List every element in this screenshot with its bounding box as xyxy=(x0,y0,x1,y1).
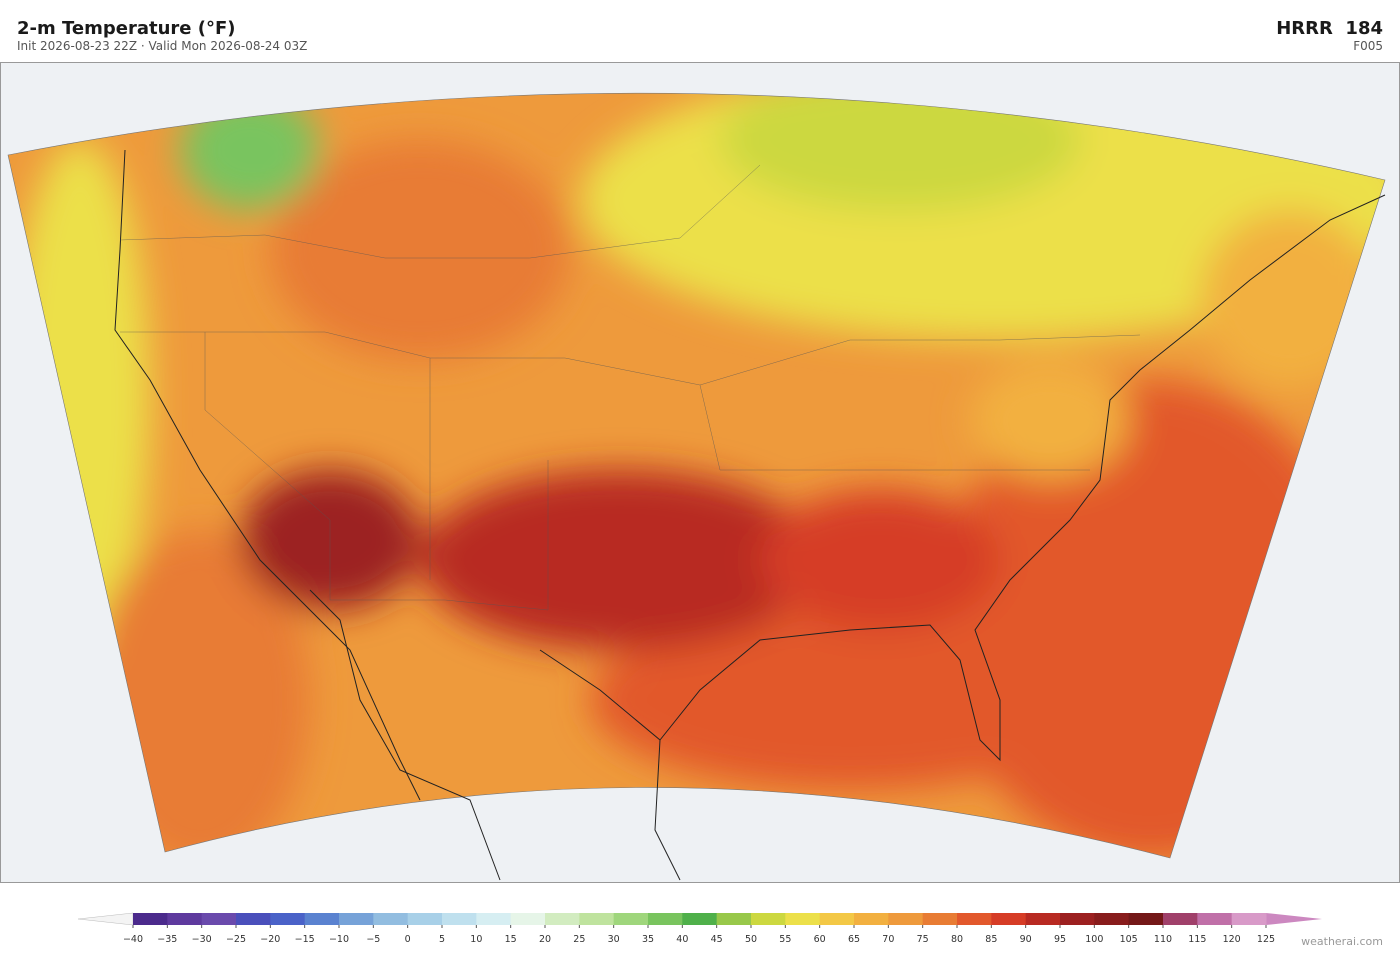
tick-label: −25 xyxy=(226,934,246,945)
colorbar-segment xyxy=(751,913,786,925)
tick-label: −40 xyxy=(123,934,143,945)
tick-label: −20 xyxy=(260,934,280,945)
colorbar-segment xyxy=(133,913,168,925)
tick-label: 25 xyxy=(573,934,585,945)
colorbar-segment xyxy=(648,913,683,925)
colorbar-segment xyxy=(819,913,855,925)
colorbar-segment xyxy=(1128,913,1164,925)
colorbar-segment xyxy=(1060,913,1095,925)
tick-label: 85 xyxy=(985,934,997,945)
colorbar-segment xyxy=(888,913,924,925)
tick-label: 35 xyxy=(642,934,654,945)
colorbar-under xyxy=(77,912,134,926)
colorbar-segment xyxy=(510,913,546,925)
colorbar-segment xyxy=(407,913,443,925)
colorbar-segment xyxy=(476,913,512,925)
colorbar-segment xyxy=(991,913,1027,925)
colorbar-segment xyxy=(1231,913,1267,925)
tick-label: 110 xyxy=(1154,934,1172,945)
colorbar-segment xyxy=(1025,913,1061,925)
colorbar-segment xyxy=(545,913,580,925)
forecast-hour: F005 xyxy=(1353,39,1383,53)
subtitle: Init 2026-08-23 22Z · Valid Mon 2026-08-… xyxy=(17,39,307,53)
colorbar-segment xyxy=(339,913,374,925)
tick-label: 65 xyxy=(848,934,860,945)
colorbar-segment xyxy=(785,913,821,925)
tick-label: −35 xyxy=(157,934,177,945)
colorbar-segment xyxy=(716,913,752,925)
colorbar-segment xyxy=(854,913,889,925)
colorbar-segment xyxy=(304,913,340,925)
colorbar-segment xyxy=(957,913,992,925)
tick-label: 55 xyxy=(779,934,791,945)
colorbar-segment xyxy=(167,913,203,925)
credit: weatherai.com xyxy=(1301,935,1383,948)
colorbar-segment xyxy=(270,913,306,925)
tick-label: −30 xyxy=(192,934,212,945)
tick-label: 75 xyxy=(917,934,929,945)
tick-label: 125 xyxy=(1257,934,1275,945)
colorbar-segment xyxy=(613,913,649,925)
title: 2-m Temperature (°F) xyxy=(17,18,236,39)
colorbar: −40 −35 −30 −25 −20 −15 −10 −5 0 5 10 15 20 25 30 35 40 4… xyxy=(77,912,1322,945)
tick-label: 15 xyxy=(505,934,517,945)
tick-label: 50 xyxy=(745,934,757,945)
colorbar-segment xyxy=(1094,913,1130,925)
borders xyxy=(119,164,1141,611)
colorbar-segment xyxy=(579,913,615,925)
tick-label: 45 xyxy=(711,934,723,945)
colorbar-segment xyxy=(1197,913,1233,925)
tick-label: 5 xyxy=(439,934,445,945)
model-name: HRRR 184 xyxy=(1276,18,1383,39)
tick-label: −10 xyxy=(329,934,349,945)
tick-label: 115 xyxy=(1188,934,1206,945)
tick-label: 120 xyxy=(1223,934,1241,945)
tick-label: −15 xyxy=(295,934,315,945)
colorbar-segment xyxy=(1163,913,1198,925)
tick-label: 60 xyxy=(814,934,826,945)
colorbar-over xyxy=(1266,913,1322,925)
colorbar-segment xyxy=(922,913,958,925)
colorbar-segment xyxy=(201,913,237,925)
tick-label: 70 xyxy=(882,934,894,945)
tick-label: 30 xyxy=(608,934,620,945)
temperature-field xyxy=(8,93,1385,858)
tick-label: 0 xyxy=(405,934,411,945)
coastlines xyxy=(114,149,1386,881)
colorbar-segment xyxy=(442,913,477,925)
map xyxy=(0,62,1400,883)
tick-label: 40 xyxy=(676,934,688,945)
colorbar-segment xyxy=(236,913,271,925)
colorbar-segment xyxy=(682,913,718,925)
tick-label: 90 xyxy=(1020,934,1032,945)
colorbar-segment xyxy=(373,913,409,925)
tick-label: 105 xyxy=(1120,934,1138,945)
tick-label: 100 xyxy=(1085,934,1103,945)
tick-label: 95 xyxy=(1054,934,1066,945)
tick-label: 10 xyxy=(470,934,482,945)
tick-label: −5 xyxy=(366,934,380,945)
tick-label: 20 xyxy=(539,934,551,945)
tick-label: 80 xyxy=(951,934,963,945)
